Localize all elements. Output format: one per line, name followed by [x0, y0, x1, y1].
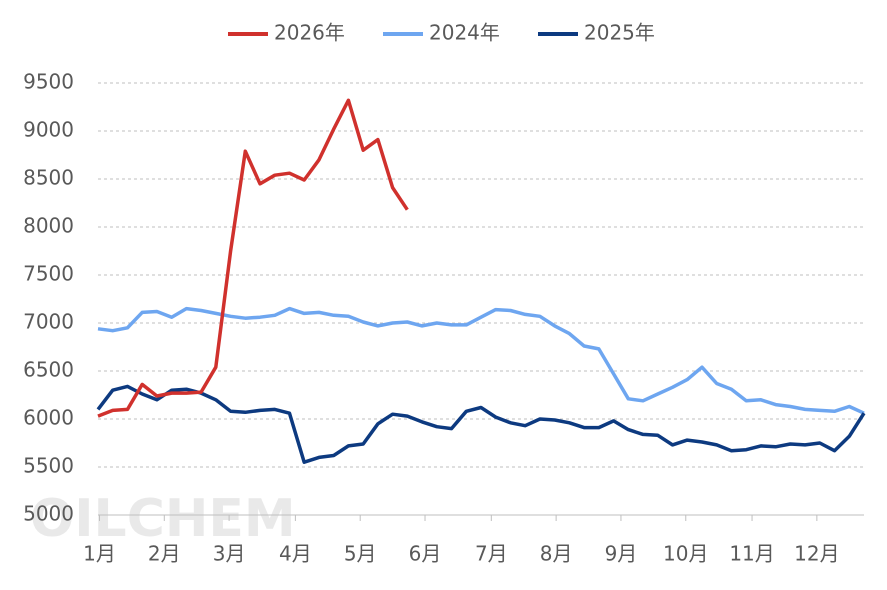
series-line — [97, 306, 865, 415]
y-tick-label: 5500 — [23, 454, 74, 478]
y-tick-label: 8500 — [23, 166, 74, 190]
series-line — [96, 384, 866, 464]
x-tick-label: 2月 — [148, 542, 181, 566]
x-tick-label: 10月 — [663, 542, 708, 566]
legend-label: 2026年 — [274, 21, 345, 45]
x-tick-label: 12月 — [794, 542, 839, 566]
watermark: OILCHEM — [30, 489, 296, 549]
legend-label: 2025年 — [584, 21, 655, 45]
y-tick-label: 9000 — [23, 118, 74, 142]
y-tick-label: 6500 — [23, 358, 74, 382]
x-tick-label: 4月 — [279, 542, 312, 566]
x-tick-label: 6月 — [409, 542, 442, 566]
series-line — [97, 98, 409, 418]
x-tick-label: 1月 — [83, 542, 116, 566]
x-tick-label: 9月 — [605, 542, 638, 566]
y-tick-label: 6000 — [23, 406, 74, 430]
x-tick-label: 8月 — [540, 542, 573, 566]
y-tick-label: 7500 — [23, 262, 74, 286]
y-tick-label: 5000 — [23, 502, 74, 526]
x-tick-label: 5月 — [344, 542, 377, 566]
y-tick-label: 7000 — [23, 310, 74, 334]
y-tick-label: 8000 — [23, 214, 74, 238]
x-tick-label: 11月 — [729, 542, 774, 566]
x-tick-label: 3月 — [213, 542, 246, 566]
x-tick-label: 7月 — [475, 542, 508, 566]
y-tick-label: 9500 — [23, 70, 74, 94]
legend-label: 2024年 — [429, 21, 500, 45]
